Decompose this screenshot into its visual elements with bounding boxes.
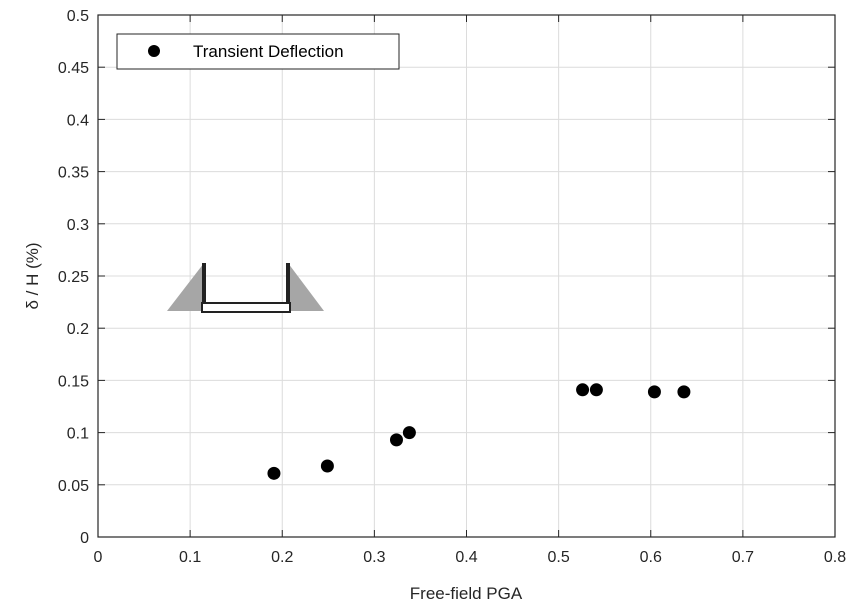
data-point [576, 383, 590, 397]
legend: Transient Deflection [116, 33, 400, 70]
x-tick-label: 0.6 [640, 549, 662, 566]
data-points [267, 383, 691, 480]
y-tick-label: 0.45 [58, 60, 89, 77]
legend-box [116, 33, 400, 70]
x-tick-label: 0.7 [732, 549, 754, 566]
y-tick-label: 0.1 [67, 426, 89, 443]
data-point [647, 385, 661, 399]
x-tick-label: 0.3 [363, 549, 385, 566]
axis-ticks [97, 14, 836, 538]
x-tick-label: 0.8 [824, 549, 846, 566]
grid-lines [98, 15, 835, 537]
data-point [320, 459, 334, 473]
data-point [589, 383, 603, 397]
y-tick-labels: 0 0.05 0.1 0.15 0.2 0.25 0.3 0.35 0.4 0.45 0.5 [58, 8, 89, 547]
legend-label: Transient Deflection [193, 42, 344, 61]
x-tick-label: 0 [94, 549, 103, 566]
x-tick-label: 0.2 [271, 549, 293, 566]
y-tick-label: 0.5 [67, 8, 89, 25]
y-tick-label: 0.25 [58, 269, 89, 286]
y-tick-label: 0.05 [58, 478, 89, 495]
data-point [677, 385, 691, 399]
y-tick-label: 0.4 [67, 112, 89, 129]
y-tick-label: 0.15 [58, 373, 89, 390]
y-tick-label: 0.2 [67, 321, 89, 338]
x-axis-title: Free-field PGA [410, 584, 523, 603]
data-point [267, 466, 281, 480]
x-tick-labels: 0 0.1 0.2 0.3 0.4 0.5 0.6 0.7 0.8 [94, 549, 847, 566]
y-tick-label: 0.35 [58, 165, 89, 182]
legend-marker [148, 45, 160, 57]
x-tick-label: 0.5 [548, 549, 570, 566]
y-axis-title: δ / H (%) [23, 242, 42, 309]
data-point [402, 426, 416, 440]
y-tick-label: 0 [80, 530, 89, 547]
retaining-wall-schematic-icon [167, 263, 324, 313]
y-tick-label: 0.3 [67, 217, 89, 234]
x-tick-label: 0.4 [455, 549, 477, 566]
x-tick-label: 0.1 [179, 549, 201, 566]
data-point [389, 433, 403, 447]
